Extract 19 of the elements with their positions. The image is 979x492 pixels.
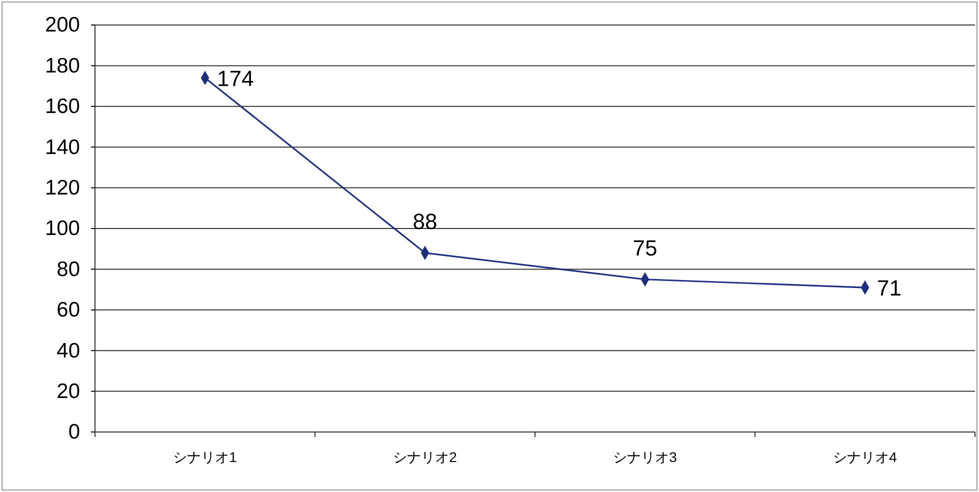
y-tick-label: 40 (56, 339, 80, 362)
y-tick-label: 0 (68, 420, 80, 444)
data-label: 88 (412, 208, 438, 234)
y-tick-label: 140 (44, 136, 80, 159)
y-tick-label: 20 (56, 380, 80, 404)
x-tick-label: シナリオ2 (393, 448, 458, 465)
y-tick-label: 120 (44, 176, 80, 200)
x-tick-label: シナリオ1 (173, 448, 238, 465)
y-tick-label: 200 (44, 14, 80, 37)
y-tick-label: 80 (56, 258, 80, 281)
data-label: 174 (217, 66, 254, 91)
data-label: 75 (632, 235, 658, 260)
y-tick-label: 100 (44, 217, 80, 240)
y-tick-label: 160 (44, 95, 80, 118)
x-tick-label: シナリオ3 (613, 448, 678, 465)
y-tick-label: 180 (44, 54, 80, 78)
y-tick-label: 60 (56, 298, 80, 322)
data-label: 71 (877, 276, 902, 301)
x-tick-label: シナリオ4 (833, 448, 898, 465)
